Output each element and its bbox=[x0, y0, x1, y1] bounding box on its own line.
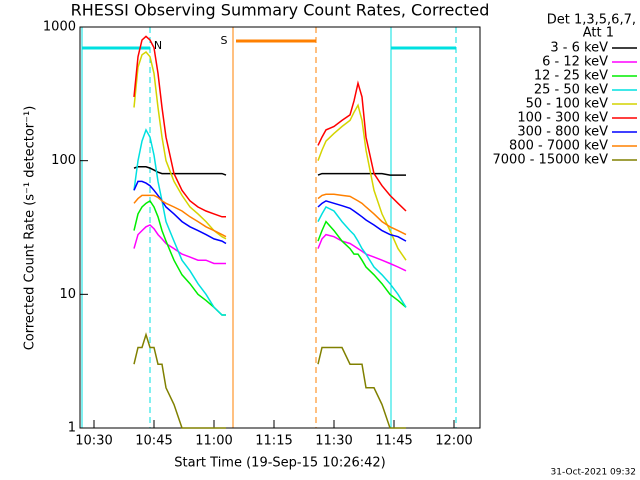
y-tick-label: 10 bbox=[59, 287, 76, 302]
legend-label: 50 - 100 keV bbox=[526, 97, 609, 112]
legend-label: 300 - 800 keV bbox=[517, 125, 608, 140]
series-line bbox=[133, 193, 407, 238]
y-tick-label: 1000 bbox=[43, 20, 76, 35]
x-tick-label: 12:00 bbox=[435, 434, 472, 449]
series-line bbox=[133, 128, 407, 316]
plot-frame bbox=[79, 26, 481, 429]
series-line bbox=[133, 180, 407, 245]
chart-title: RHESSI Observing Summary Count Rates, Co… bbox=[71, 1, 490, 20]
x-tick-label: 11:15 bbox=[255, 434, 292, 449]
x-tick-label: 10:30 bbox=[75, 434, 112, 449]
state-flags bbox=[82, 39, 456, 50]
legend-label: 3 - 6 keV bbox=[550, 41, 608, 56]
legend-label: 800 - 7000 keV bbox=[509, 139, 608, 154]
legend-label: 25 - 50 keV bbox=[534, 83, 608, 98]
legend-label: 7000 - 15000 keV bbox=[493, 153, 609, 168]
annotation: S bbox=[221, 34, 228, 47]
series-line bbox=[133, 199, 407, 316]
y-axis-label: Corrected Count Rate (s⁻¹ detector⁻¹) bbox=[23, 106, 38, 351]
series-line bbox=[133, 332, 406, 429]
y-tick-label: 1 bbox=[68, 421, 76, 436]
x-tick-label: 11:30 bbox=[315, 434, 352, 449]
legend-label: 12 - 25 keV bbox=[534, 69, 608, 84]
y-tick-label: 100 bbox=[51, 153, 76, 168]
legend-header: Det 1,3,5,6,7, bbox=[547, 13, 636, 28]
series-line bbox=[133, 224, 407, 272]
x-axis-label: Start Time (19-Sep-15 10:26:42) bbox=[174, 456, 385, 471]
legend-header: Att 1 bbox=[583, 26, 614, 41]
annotation: N bbox=[154, 39, 162, 52]
legend-label: 6 - 12 keV bbox=[542, 55, 608, 70]
x-tick-label: 11:45 bbox=[375, 434, 412, 449]
footer: 31-Oct-2021 09:32 bbox=[551, 468, 636, 478]
x-tick-label: 10:45 bbox=[135, 434, 172, 449]
legend-label: 100 - 300 keV bbox=[517, 111, 608, 126]
series-line bbox=[133, 166, 406, 176]
orbit-markers bbox=[81, 27, 457, 428]
x-tick-label: 11:00 bbox=[195, 434, 232, 449]
series-line bbox=[133, 35, 407, 218]
